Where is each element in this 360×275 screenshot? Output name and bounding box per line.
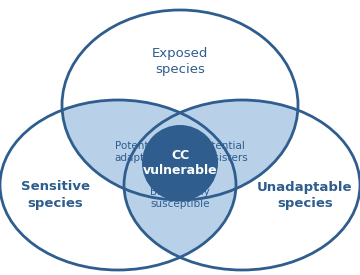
Text: Sensitive
species: Sensitive species	[21, 180, 90, 210]
Ellipse shape	[124, 100, 360, 270]
Text: CC
vulnerable: CC vulnerable	[143, 149, 217, 177]
Text: Potential
persisters: Potential persisters	[196, 141, 248, 163]
Text: Exposed
species: Exposed species	[152, 48, 208, 76]
Text: Unadaptable
species: Unadaptable species	[257, 180, 353, 210]
Ellipse shape	[124, 100, 360, 270]
Ellipse shape	[62, 10, 298, 200]
Text: Potential
adapters: Potential adapters	[115, 141, 161, 163]
Ellipse shape	[142, 125, 218, 201]
Ellipse shape	[0, 100, 236, 270]
Ellipse shape	[0, 100, 236, 270]
Ellipse shape	[62, 10, 298, 200]
Text: Biologically
susceptible: Biologically susceptible	[150, 187, 210, 209]
Ellipse shape	[62, 10, 298, 200]
Ellipse shape	[124, 100, 360, 270]
Ellipse shape	[0, 100, 236, 270]
